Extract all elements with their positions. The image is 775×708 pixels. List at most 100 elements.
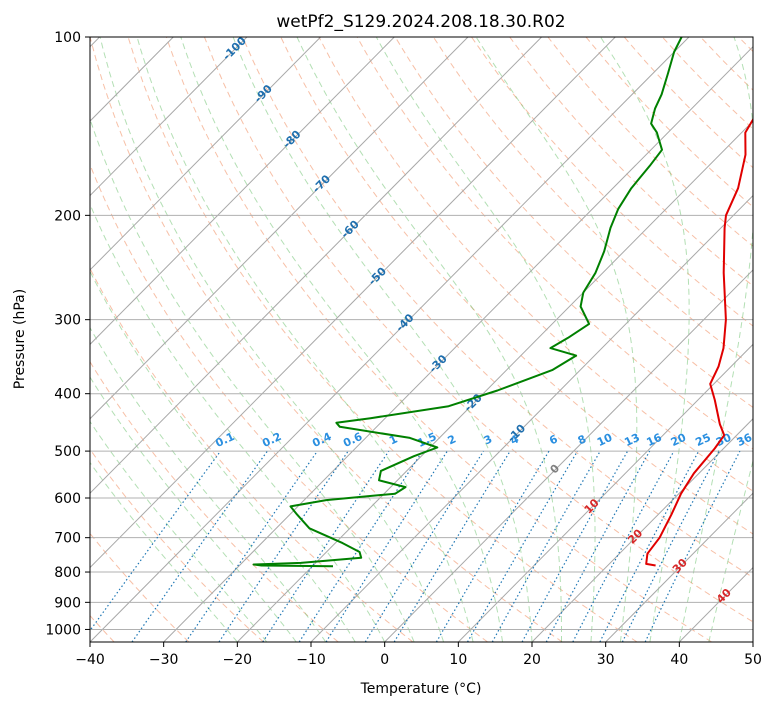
- mixing-ratio-line: [621, 450, 720, 642]
- dry-adiabat-line: [165, 37, 712, 642]
- plot-frame: [89, 36, 754, 643]
- x-tick-label: 20: [523, 652, 541, 668]
- y-tick-label: 900: [54, 595, 81, 611]
- profile-series: [252, 37, 753, 568]
- dry-adiabat-line: [203, 37, 753, 623]
- moist-adiabat-line: [296, 37, 562, 642]
- moist-adiabat-line: [90, 326, 327, 642]
- y-axis-ticks: 100 200 300 400 500 600 700 800 900 1000: [45, 30, 90, 638]
- x-tick-label: −10: [296, 652, 326, 668]
- isotherm-line: [90, 37, 469, 420]
- mixing-ratio-label: 25: [693, 431, 712, 449]
- dry-adiabat-line: [509, 37, 753, 287]
- x-tick-label: 40: [670, 652, 688, 668]
- moist-adiabat-line: [90, 117, 415, 642]
- moist-adiabats: [90, 37, 753, 642]
- y-tick-label: 500: [54, 444, 81, 460]
- x-tick-label: 30: [597, 652, 615, 668]
- moist-adiabat-line: [136, 37, 474, 642]
- dry-adiabat-line: [394, 37, 753, 409]
- moist-adiabat-line: [375, 37, 596, 642]
- mixing-ratio-line: [393, 450, 511, 642]
- dry-adiabat-line: [242, 37, 753, 579]
- temperature-line: [645, 117, 753, 567]
- plot-area: 0.1 0.2 0.4 0.6 1 1.5 2 3 4 6 8 10 13 16 20 25 30 36-100-…: [90, 37, 755, 642]
- x-tick-label: 10: [449, 652, 467, 668]
- dry-adiabat-line: [127, 37, 638, 642]
- chart-title: wetPf2_S129.2024.208.18.30.R02: [276, 12, 565, 32]
- moist-adiabat-line: [232, 37, 533, 642]
- mixing-ratio-line: [90, 450, 221, 632]
- mixing-ratio-line: [644, 450, 741, 642]
- isobars: [90, 37, 753, 630]
- mixing-ratio-label: 30: [714, 431, 734, 449]
- dry-adiabat-line: [90, 448, 264, 642]
- dry-adiabat-line: [90, 37, 563, 642]
- x-tick-label: −20: [223, 652, 253, 668]
- moist-adiabat-line: [708, 458, 753, 642]
- x-tick-label: 50: [744, 652, 762, 668]
- y-tick-label: 600: [54, 491, 81, 507]
- y-tick-label: 100: [54, 30, 81, 46]
- dry-adiabat-line: [471, 37, 753, 327]
- moist-adiabat-line: [90, 420, 268, 642]
- mixing-ratio-line: [325, 450, 448, 642]
- mixing-ratio-label: 13: [622, 431, 641, 449]
- dry-adiabat-line: [356, 37, 753, 450]
- moist-adiabat-line: [90, 270, 356, 642]
- mixing-ratio-line: [572, 450, 675, 642]
- dry-adiabat-line: [432, 37, 753, 368]
- isotherm-line: [90, 37, 690, 642]
- moist-adiabat-line: [90, 461, 238, 642]
- isotherm-line: [457, 343, 753, 642]
- y-tick-label: 300: [54, 313, 81, 329]
- y-tick-label: 400: [54, 387, 81, 403]
- moist-adiabat-line: [475, 37, 638, 642]
- mixing-ratio-line: [491, 450, 601, 642]
- isotherm-line: [90, 37, 542, 494]
- x-tick-label: −30: [149, 652, 179, 668]
- mixing-ratio-line: [218, 450, 349, 642]
- isotherm-line: [531, 418, 753, 642]
- mixing-ratio-label: 36: [735, 431, 755, 449]
- moist-adiabat-line: [600, 37, 690, 642]
- moist-adiabat-line: [90, 376, 297, 642]
- mixing-ratio-label: 20: [669, 431, 689, 449]
- mixing-ratio-lines: [90, 450, 741, 642]
- y-tick-label: 1000: [45, 622, 81, 638]
- moist-adiabat-line: [90, 203, 386, 642]
- isotherm-line: [384, 269, 753, 642]
- isotherm-line: [163, 46, 753, 642]
- moist-adiabat-line: [99, 37, 445, 642]
- dry-adiabat-line: [90, 267, 414, 642]
- dry-adiabat-line: [318, 37, 753, 492]
- mixing-ratio-label: 10: [595, 431, 615, 449]
- x-axis-label: Temperature (°C): [360, 681, 482, 697]
- moist-adiabat-line: [180, 37, 503, 642]
- moist-adiabat-line: [678, 37, 753, 642]
- isotherm-line: [90, 37, 248, 197]
- x-axis-ticks: −40 −30 −20 −10 0 10 20 30 40 50: [75, 642, 762, 668]
- x-tick-label: −40: [75, 652, 105, 668]
- mixing-ratio-line: [521, 450, 629, 642]
- dewpoint-line: [252, 37, 683, 568]
- mixing-ratio-line: [545, 450, 651, 642]
- isotherm-line: [605, 492, 753, 642]
- mixing-ratio-line: [364, 450, 485, 642]
- y-tick-label: 800: [54, 565, 81, 581]
- mixing-ratio-line: [131, 450, 268, 642]
- dry-adiabat-line: [90, 360, 339, 642]
- isotherm-line: [310, 194, 753, 642]
- isotherm-line: [90, 37, 321, 271]
- mixing-ratio-line: [298, 450, 424, 642]
- y-tick-label: 700: [54, 531, 81, 547]
- mixing-ratio-line: [185, 450, 318, 642]
- isotherm-line: [90, 37, 395, 346]
- mixing-ratio-label: 16: [645, 431, 665, 449]
- mixing-ratio-line: [262, 450, 390, 642]
- x-tick-label: 0: [380, 652, 389, 668]
- y-axis-label: Pressure (hPa): [12, 289, 28, 389]
- y-tick-label: 200: [54, 208, 81, 224]
- isotherm-line: [90, 37, 616, 569]
